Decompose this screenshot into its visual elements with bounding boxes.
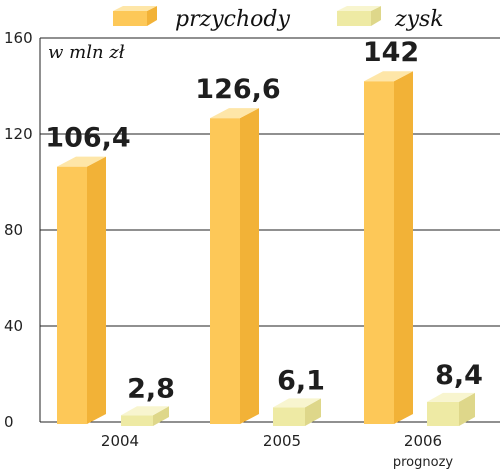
- unit-label: w mln zł: [48, 42, 125, 63]
- legend-swatch-przychody-front: [113, 11, 147, 26]
- value-label-zysk-2006: 8,4: [435, 360, 483, 391]
- bar-przychody-2006: [364, 71, 413, 424]
- y-tick-0: 0: [4, 413, 14, 431]
- legend-swatch-przychody: [113, 6, 157, 26]
- bar-przychody-2005-front: [210, 118, 240, 424]
- y-tick-160: 160: [4, 29, 33, 47]
- legend: przychody zysk: [113, 6, 444, 32]
- bar-przychody-2004: [57, 156, 106, 424]
- value-label-przychody-2005: 126,6: [195, 74, 280, 105]
- value-label-przychody-2006: 142: [363, 37, 419, 68]
- legend-swatch-zysk-side: [371, 6, 381, 26]
- bar-zysk-2004-front: [121, 415, 153, 426]
- bar-zysk-2004-top: [121, 406, 169, 416]
- bar-przychody-2006-front: [364, 81, 394, 424]
- legend-swatch-zysk-front: [337, 11, 371, 26]
- grid-lines: [39, 37, 500, 423]
- y-axis: 0 40 80 120 160: [4, 29, 33, 431]
- x-tick-2006: 2006: [404, 432, 442, 450]
- bar-zysk-2005-top: [273, 398, 321, 408]
- bar-przychody-2005-top: [210, 108, 259, 119]
- bar-zysk-2005-front: [273, 407, 305, 426]
- legend-swatch-przychody-side: [147, 6, 157, 26]
- value-label-zysk-2005: 6,1: [277, 365, 325, 396]
- bar-zysk-2005-side: [305, 398, 321, 426]
- legend-swatch-zysk: [337, 6, 381, 26]
- x-axis: 2004 2005 2006 prognozy: [101, 432, 454, 470]
- bar-przychody-2006-top: [364, 71, 413, 82]
- bar-zysk-2004: [121, 406, 169, 426]
- bar-zysk-2005: [273, 398, 321, 426]
- bar-przychody-2005: [210, 108, 259, 424]
- y-tick-120: 120: [4, 125, 33, 143]
- bar-przychody-2005-side: [240, 108, 259, 424]
- bar-przychody-2004-side: [87, 156, 106, 424]
- bars: [57, 71, 475, 426]
- value-labels: 106,4 126,6 142 2,8 6,1 8,4: [45, 37, 483, 404]
- bar-zysk-2006-top: [427, 392, 475, 402]
- legend-swatch-zysk-top: [337, 6, 381, 11]
- x-tick-2005: 2005: [263, 432, 301, 450]
- legend-label-przychody: przychody: [175, 7, 290, 32]
- legend-swatch-przychody-top: [113, 6, 157, 11]
- y-tick-40: 40: [4, 317, 23, 335]
- value-label-przychody-2004: 106,4: [45, 123, 130, 154]
- x-tick-2004: 2004: [101, 432, 139, 450]
- bar-przychody-2004-front: [57, 166, 87, 424]
- x-tick-note-2006: prognozy: [393, 455, 454, 470]
- bar-zysk-2006-front: [427, 401, 459, 426]
- bar-przychody-2004-top: [57, 156, 106, 167]
- bar-zysk-2006: [427, 392, 475, 426]
- bar-przychody-2006-side: [394, 71, 413, 424]
- bar-zysk-2004-side: [153, 406, 169, 426]
- legend-label-zysk: zysk: [394, 7, 444, 32]
- value-label-zysk-2004: 2,8: [127, 373, 175, 404]
- bar-zysk-2006-side: [459, 392, 475, 426]
- y-tick-80: 80: [4, 221, 23, 239]
